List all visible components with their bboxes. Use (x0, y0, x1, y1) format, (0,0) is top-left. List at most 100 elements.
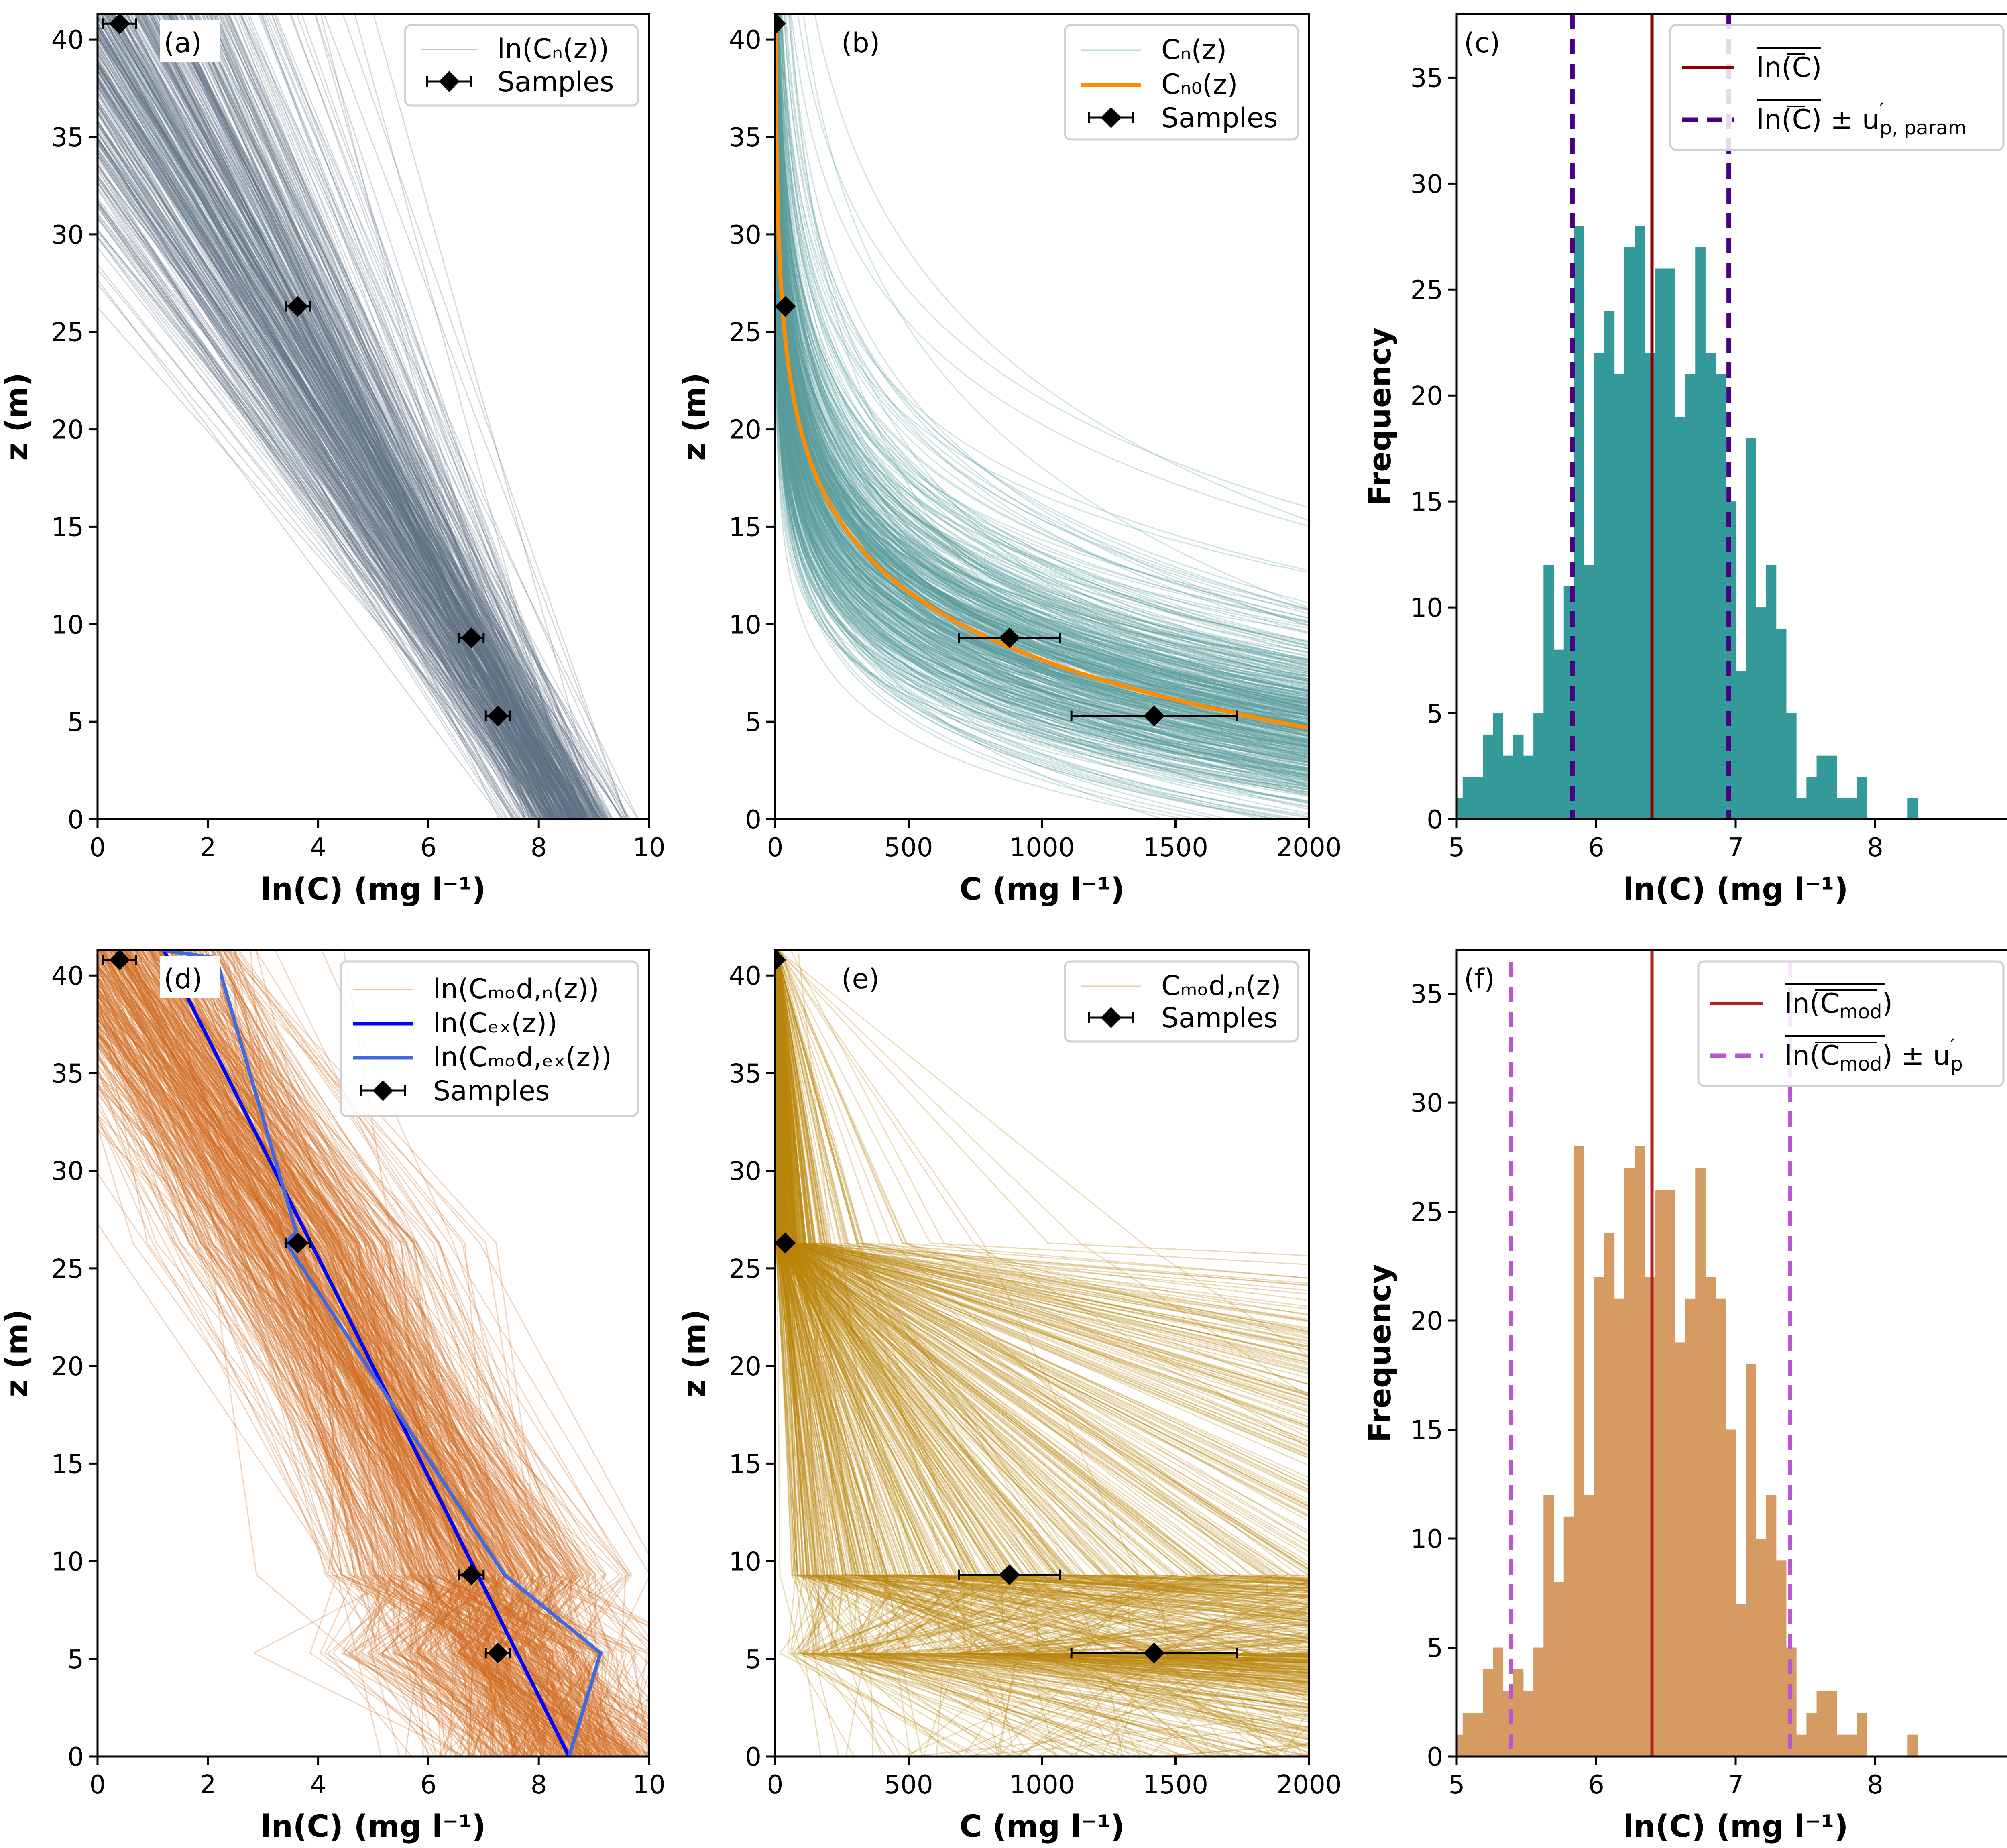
ensemble-line (196, 14, 572, 819)
ensemble-line (98, 954, 599, 1756)
ensemble-line (98, 1045, 529, 1756)
histogram-bar (1847, 798, 1857, 819)
ensemble-line (775, 950, 1309, 1587)
legend-label: Samples (1161, 102, 1278, 134)
ensemble-line (240, 14, 609, 819)
ensemble-line (776, 950, 1309, 1668)
ensemble-line (98, 201, 541, 819)
ensemble-line (98, 306, 553, 819)
ensemble-line (216, 14, 544, 819)
ensemble-line (98, 952, 546, 1756)
ensemble-line (185, 14, 552, 819)
ensemble-line (212, 14, 555, 819)
ensemble-line (98, 263, 538, 819)
ensemble-line (169, 14, 599, 819)
ensemble-line (169, 14, 573, 819)
ensemble-curve (781, 14, 1309, 677)
ensemble-line (777, 950, 1309, 1655)
ensemble-line (118, 950, 564, 1756)
ensemble-line (98, 33, 585, 819)
ensemble-line (206, 14, 531, 819)
ensemble-curve (784, 14, 1309, 611)
ensemble-line (775, 950, 1309, 1307)
ensemble-line (775, 950, 1309, 1730)
ensemble-line (98, 90, 539, 819)
ensemble-curve (783, 14, 1309, 634)
ensemble-line (98, 1084, 491, 1756)
ensemble-curve (776, 14, 1309, 781)
ensemble-line (172, 950, 611, 1756)
ensemble-line (105, 14, 526, 819)
ensemble-line (98, 177, 574, 819)
ensemble-line (775, 950, 1309, 1671)
ensemble-line (98, 15, 562, 819)
ensemble-curve (778, 14, 1309, 649)
ensemble-curve (779, 14, 1309, 655)
ensemble-line (98, 120, 575, 819)
ensemble-line (98, 999, 497, 1756)
ensemble-line (775, 950, 1309, 1581)
ensemble-line (98, 950, 627, 1756)
ensemble-line (141, 950, 570, 1756)
ensemble-line (98, 104, 549, 819)
ensemble-line (140, 14, 573, 819)
ensemble-line (98, 64, 584, 819)
ensemble-line (108, 950, 649, 1720)
ensemble-line (98, 123, 605, 819)
y-tick-label: 15 (1411, 487, 1443, 517)
ensemble-line (98, 200, 540, 819)
ensemble-line (246, 14, 565, 819)
y-axis-label: z (m) (0, 1309, 35, 1397)
histogram-bar (1685, 374, 1696, 819)
ensemble-line (98, 1040, 513, 1756)
ensemble-line (775, 950, 1309, 1614)
ensemble-line (125, 950, 574, 1756)
ensemble-line (168, 14, 564, 819)
ensemble-line (775, 950, 960, 1756)
ensemble-line (98, 231, 575, 819)
ensemble-line (197, 950, 614, 1756)
ensemble-line (775, 950, 1309, 1756)
ensemble-line (775, 950, 1309, 1612)
y-axis-label: z (m) (676, 1309, 712, 1397)
ensemble-line (111, 950, 649, 1724)
ensemble-curve (776, 14, 1309, 708)
ensemble-line (98, 53, 607, 819)
ensemble-line (98, 1038, 531, 1756)
ensemble-line (779, 950, 1309, 1655)
ensemble-line (157, 950, 649, 1718)
legend-sample-marker (439, 71, 460, 92)
exact-line (162, 950, 571, 1756)
ensemble-line (98, 1033, 628, 1756)
ensemble-line (778, 950, 1309, 1265)
ensemble-line (98, 109, 518, 819)
ensemble-line (158, 950, 636, 1756)
ensemble-line (775, 950, 1130, 1756)
ensemble-line (790, 950, 1309, 1345)
ensemble-line (775, 950, 1309, 1658)
y-tick-label: 30 (729, 1157, 761, 1187)
ensemble-line (775, 950, 1309, 1589)
ensemble-line (98, 79, 556, 819)
ensemble-line (98, 76, 538, 819)
histogram-bar (1457, 1734, 1463, 1756)
y-tick-label: 10 (729, 1547, 761, 1577)
ensemble-line (775, 950, 1309, 1680)
ensemble-curve (775, 14, 1309, 629)
ensemble-line (777, 950, 1309, 1668)
sample-marker (287, 1232, 308, 1254)
ensemble-line (777, 950, 1309, 1486)
ensemble-line (98, 187, 505, 819)
ensemble-line (99, 950, 543, 1756)
x-tick-label: 8 (1867, 833, 1883, 863)
ensemble-line (775, 950, 1309, 1756)
sample-point (484, 705, 511, 727)
ensemble-line (775, 950, 1309, 1686)
legend-label: ln(C) ± u′ p, param (1757, 99, 1967, 139)
ensemble-line (98, 24, 583, 819)
ensemble-curve (803, 14, 1309, 609)
ensemble-line (98, 51, 570, 819)
ensemble-line (775, 950, 1309, 1621)
ensemble-curve (775, 14, 1309, 627)
sample-point (958, 1564, 1061, 1585)
